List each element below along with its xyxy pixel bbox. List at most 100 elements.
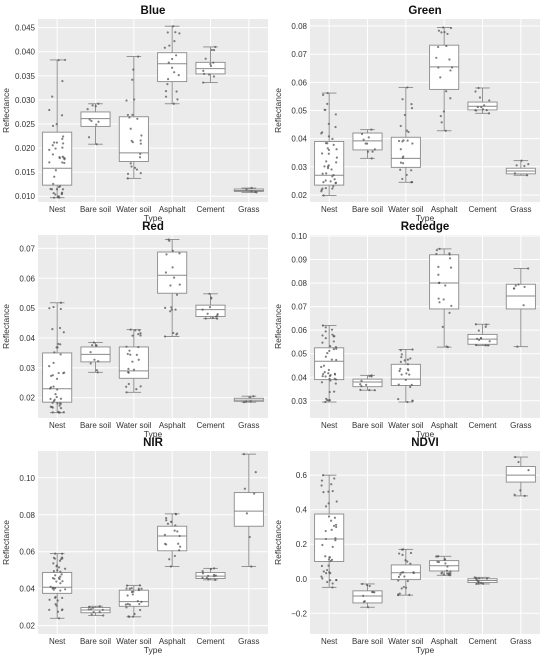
data-point xyxy=(128,587,131,590)
data-point xyxy=(57,576,60,579)
data-point xyxy=(201,572,205,575)
y-tick-label: 0.09 xyxy=(291,255,307,264)
data-point xyxy=(165,253,168,256)
data-point xyxy=(178,252,181,255)
data-point xyxy=(131,334,134,337)
data-point xyxy=(62,331,65,334)
data-point xyxy=(399,148,402,151)
data-point xyxy=(484,325,487,328)
data-point xyxy=(128,349,131,352)
data-point xyxy=(64,588,67,591)
data-point xyxy=(167,61,170,64)
x-tick-label: Asphalt xyxy=(159,205,186,214)
data-point xyxy=(322,474,325,477)
iqr-box xyxy=(157,52,188,83)
data-point xyxy=(62,142,65,145)
data-point xyxy=(129,353,132,356)
data-point xyxy=(171,249,174,252)
data-point xyxy=(140,600,143,603)
data-point xyxy=(89,351,92,354)
box-asphalt xyxy=(429,26,460,132)
iqr-box xyxy=(233,492,264,527)
data-point xyxy=(245,188,248,191)
data-point xyxy=(478,338,481,341)
data-point xyxy=(58,185,62,188)
data-point xyxy=(320,564,324,568)
data-point xyxy=(443,31,446,34)
data-point xyxy=(172,276,176,279)
data-point xyxy=(513,172,517,175)
data-point xyxy=(216,313,219,316)
box-nest xyxy=(314,474,345,589)
data-point xyxy=(206,312,209,315)
y-tick-label: 0.040 xyxy=(15,48,36,57)
y-tick-label: 0.06 xyxy=(19,274,35,283)
data-point xyxy=(324,337,327,340)
data-point xyxy=(324,400,327,404)
data-point xyxy=(474,90,477,93)
data-point xyxy=(401,98,404,101)
x-tick-label: Bare soil xyxy=(80,421,111,430)
y-tick-label: 0.04 xyxy=(291,135,307,144)
data-point xyxy=(53,557,56,560)
data-point xyxy=(327,399,330,402)
y-tick-label: 0.4 xyxy=(296,506,308,515)
data-point xyxy=(435,555,438,558)
data-point xyxy=(126,602,129,606)
data-point xyxy=(207,574,210,578)
data-point xyxy=(333,390,336,393)
data-point xyxy=(125,587,128,590)
box-nest xyxy=(314,91,345,197)
data-point xyxy=(444,562,447,565)
box-asphalt xyxy=(157,238,188,338)
iqr-box xyxy=(195,304,226,317)
data-point xyxy=(135,168,139,171)
x-tick-label: Nest xyxy=(321,205,338,214)
data-point xyxy=(166,78,170,81)
data-point xyxy=(397,398,400,401)
data-point xyxy=(475,576,478,580)
data-point xyxy=(333,377,336,380)
data-point xyxy=(216,317,219,320)
data-point xyxy=(164,306,167,309)
data-point xyxy=(214,574,217,577)
data-point xyxy=(54,147,57,150)
data-point xyxy=(136,117,139,120)
x-tick-label: Grass xyxy=(238,205,259,214)
data-point xyxy=(51,124,55,127)
x-tick-label: Water soil xyxy=(116,421,151,430)
data-point xyxy=(398,552,401,555)
data-point xyxy=(61,146,64,149)
box-bare-soil xyxy=(80,341,111,374)
data-point xyxy=(62,135,65,138)
data-point xyxy=(329,379,332,382)
data-point xyxy=(448,252,451,255)
data-point xyxy=(49,386,53,389)
data-point xyxy=(442,573,445,576)
data-point xyxy=(61,161,64,164)
data-point xyxy=(129,328,132,331)
data-point xyxy=(131,113,134,116)
data-point xyxy=(173,529,176,532)
data-point xyxy=(325,572,328,575)
iqr-box xyxy=(314,513,345,562)
data-point xyxy=(209,62,212,66)
data-point xyxy=(334,345,338,349)
data-point xyxy=(131,360,134,363)
data-point xyxy=(322,194,325,197)
data-point xyxy=(170,306,173,309)
data-point xyxy=(330,528,333,531)
data-point xyxy=(208,292,211,295)
iqr-box xyxy=(390,136,421,168)
data-point xyxy=(245,512,249,515)
data-point xyxy=(334,113,337,116)
data-point xyxy=(61,580,64,583)
x-axis-label: Type xyxy=(416,213,435,223)
data-point xyxy=(361,582,364,586)
iqr-box xyxy=(352,132,383,151)
data-point xyxy=(323,371,326,374)
y-tick-label: 0.05 xyxy=(291,107,307,116)
iqr-box xyxy=(505,283,536,310)
data-point xyxy=(53,596,57,599)
